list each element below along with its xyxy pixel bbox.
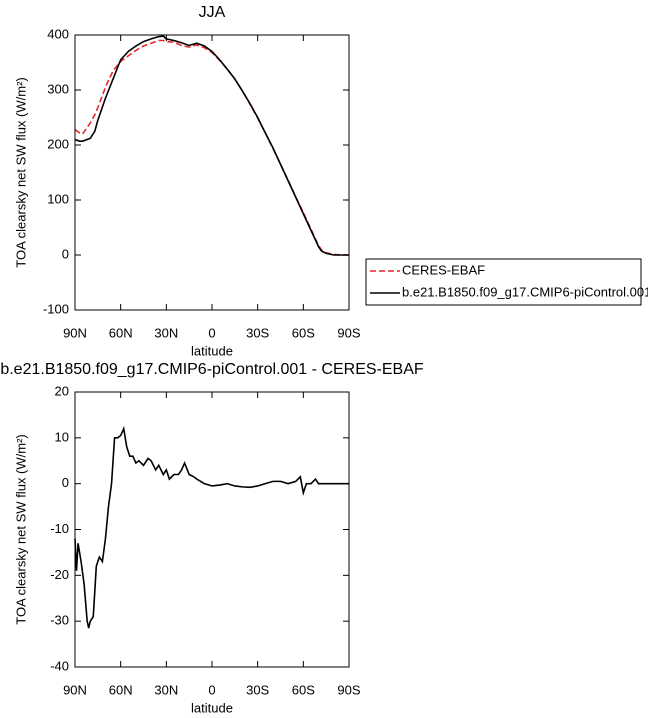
x-tick-label: 0 bbox=[208, 325, 215, 340]
y-tick-label: 300 bbox=[47, 81, 69, 96]
y-tick-label: 0 bbox=[62, 475, 69, 490]
x-tick-label: 30N bbox=[154, 325, 178, 340]
y-tick-label: 0 bbox=[62, 246, 69, 261]
plot-frame bbox=[74, 391, 350, 668]
plot-frame bbox=[74, 34, 350, 311]
legend-box bbox=[365, 258, 642, 306]
y-tick-label: 100 bbox=[47, 191, 69, 206]
x-tick-label: 90S bbox=[337, 325, 360, 340]
y-tick-label: -40 bbox=[50, 658, 69, 673]
y-tick-label: -30 bbox=[50, 613, 69, 628]
y-axis-label: TOA clearsky net SW flux (W/m²) bbox=[13, 434, 28, 624]
x-tick-label: 60N bbox=[109, 325, 133, 340]
x-tick-label: 90S bbox=[337, 682, 360, 697]
y-tick-label: -10 bbox=[50, 521, 69, 536]
y-tick-label: 400 bbox=[47, 26, 69, 41]
x-tick-label: 60S bbox=[292, 682, 315, 697]
y-tick-label: -100 bbox=[43, 301, 69, 316]
y-tick-label: 200 bbox=[47, 136, 69, 151]
y-tick-label: 10 bbox=[55, 429, 69, 444]
x-axis-label: latitude bbox=[191, 343, 233, 358]
x-tick-label: 30N bbox=[154, 682, 178, 697]
series-line bbox=[74, 35, 349, 256]
series-line bbox=[74, 425, 349, 629]
y-tick-label: -20 bbox=[50, 567, 69, 582]
y-tick-label: 20 bbox=[55, 383, 69, 398]
chart-title: JJA bbox=[199, 4, 226, 21]
x-tick-label: 90N bbox=[63, 325, 87, 340]
x-tick-label: 90N bbox=[63, 682, 87, 697]
x-tick-label: 60N bbox=[109, 682, 133, 697]
x-tick-label: 0 bbox=[208, 682, 215, 697]
legend-label: CERES-EBAF bbox=[402, 262, 485, 277]
x-tick-label: 30S bbox=[246, 325, 269, 340]
x-tick-label: 60S bbox=[292, 325, 315, 340]
y-axis-label: TOA clearsky net SW flux (W/m²) bbox=[13, 77, 28, 267]
legend-label: b.e21.B1850.f09_g17.CMIP6-piControl.001 bbox=[402, 284, 648, 299]
x-tick-label: 30S bbox=[246, 682, 269, 697]
x-axis-label: latitude bbox=[191, 700, 233, 715]
chart-title: b.e21.B1850.f09_g17.CMIP6-piControl.001 … bbox=[0, 361, 424, 378]
